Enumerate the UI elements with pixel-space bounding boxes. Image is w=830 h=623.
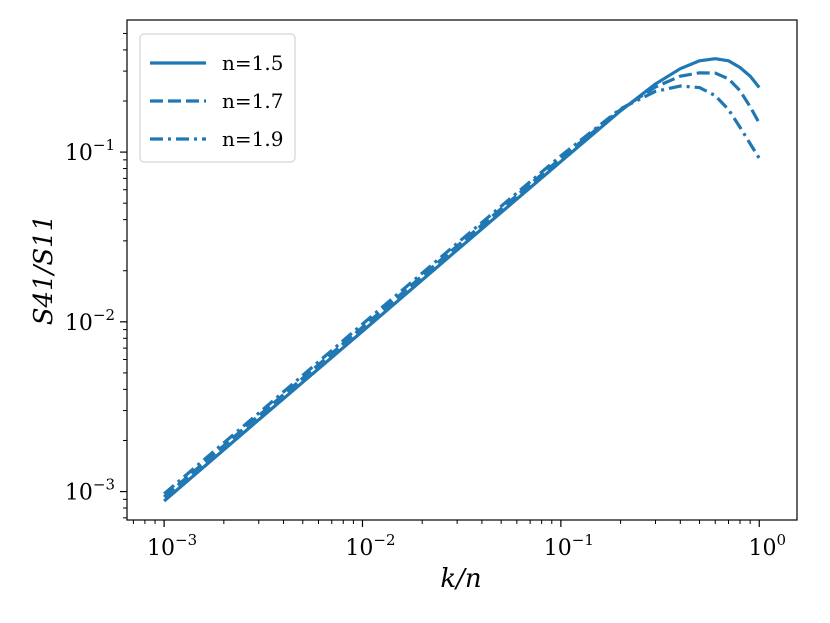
axis-ticks: 10−3 10−2 10−1 100 10−3 10−2 10−1 [65, 32, 786, 561]
series-line-1 [163, 57, 761, 503]
y-tick-label: 10−1 [65, 136, 115, 166]
x-tick-label: 100 [748, 531, 786, 561]
x-axis-label: k/n [440, 564, 481, 594]
plot-area [126, 19, 798, 521]
y-tick-label: 10−2 [65, 306, 115, 336]
x-tick-label: 10−3 [147, 531, 197, 561]
legend-box [139, 33, 296, 163]
x-tick-label: 10−2 [345, 531, 395, 561]
series-line-2 [163, 71, 761, 499]
legend-label-2: n=1.7 [222, 89, 283, 113]
x-tick-label: 10−1 [544, 531, 594, 561]
legend: n=1.5 n=1.7 n=1.9 [139, 33, 296, 163]
series-line-3 [163, 84, 761, 496]
series-lines [163, 57, 761, 503]
y-axis-label: S41/S11 [29, 215, 59, 326]
legend-label-1: n=1.5 [222, 51, 283, 75]
plot-frame [126, 19, 798, 521]
legend-label-3: n=1.9 [222, 127, 283, 151]
y-tick-label: 10−3 [65, 476, 115, 506]
